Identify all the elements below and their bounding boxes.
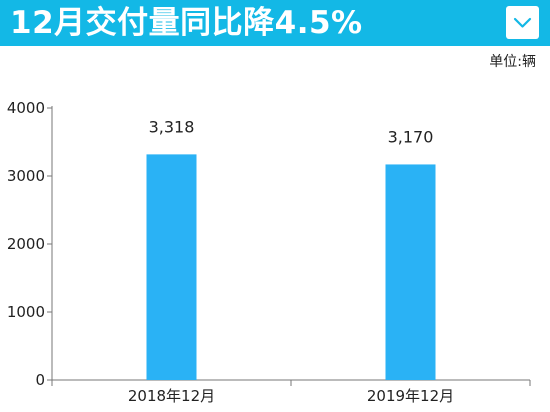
- page-title: 12月交付量同比降4.5%: [10, 5, 363, 41]
- y-tick-label: 4000: [7, 99, 45, 117]
- y-tick-label: 2000: [7, 235, 45, 253]
- x-tick-label: 2019年12月: [367, 387, 454, 405]
- chevron-down-icon: [513, 17, 532, 28]
- x-tick-label: 2018年12月: [128, 387, 215, 405]
- y-tick-label: 3000: [7, 167, 45, 185]
- y-tick-label: 0: [35, 371, 45, 389]
- dropdown-button[interactable]: [506, 6, 539, 39]
- y-tick-label: 1000: [7, 303, 45, 321]
- unit-label: 单位:辆: [489, 54, 536, 70]
- bar-2: [385, 164, 436, 380]
- data-label-2: 3,170: [388, 127, 434, 146]
- bar-1: [146, 154, 197, 380]
- header-bar: 12月交付量同比降4.5%: [0, 0, 550, 46]
- data-label-1: 3,318: [149, 117, 195, 136]
